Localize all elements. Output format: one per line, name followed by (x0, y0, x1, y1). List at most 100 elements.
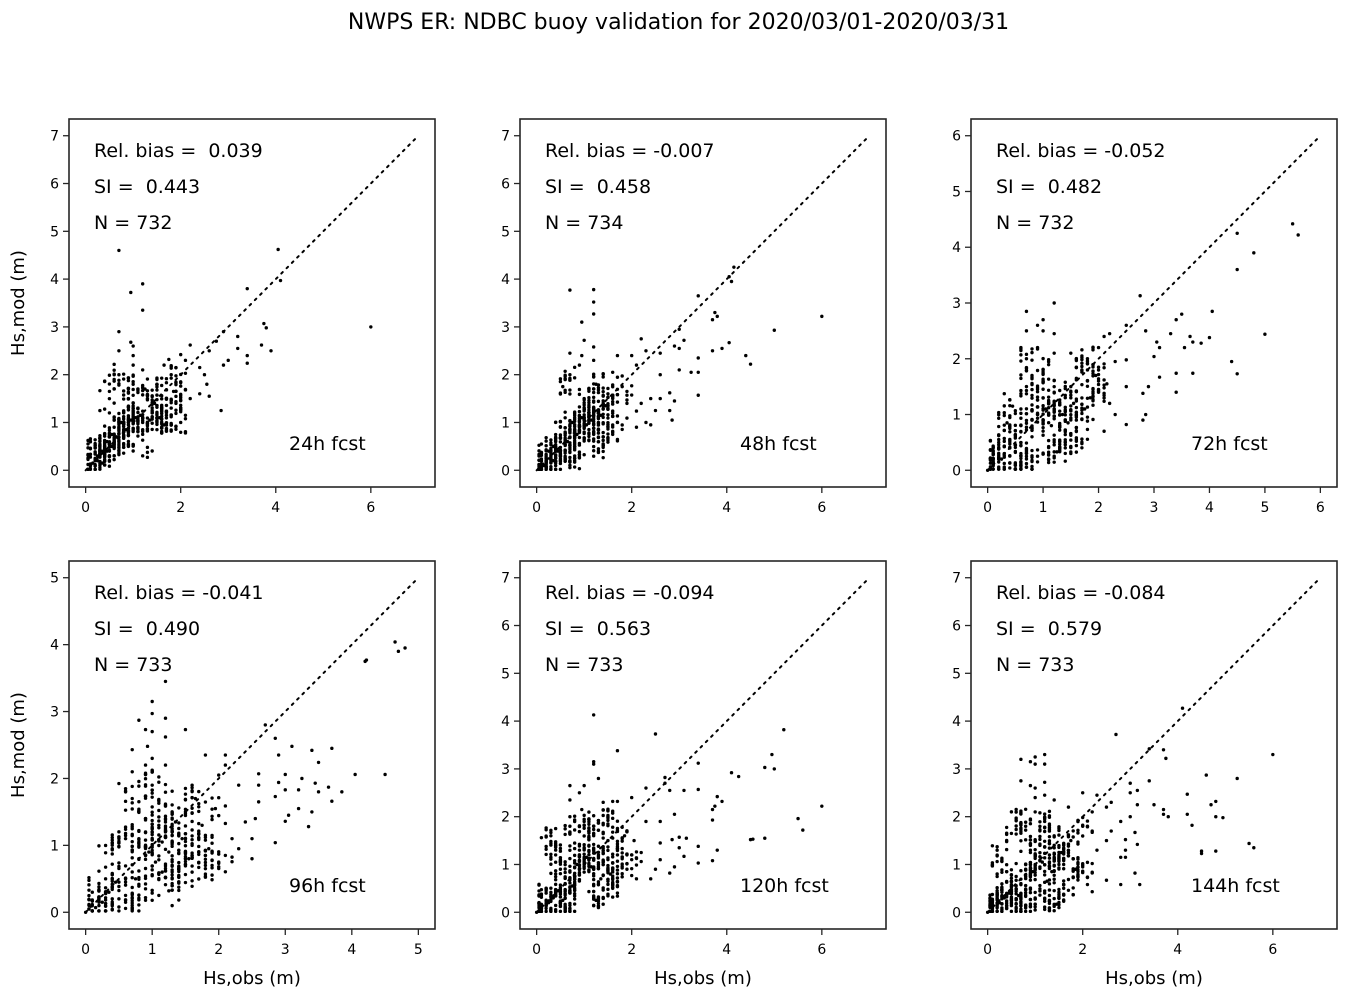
data-point (136, 419, 140, 424)
data-point (1096, 372, 1101, 377)
data-point (1041, 371, 1045, 376)
data-point (587, 817, 591, 821)
data-point (169, 429, 173, 433)
data-point (1161, 748, 1166, 752)
data-point (159, 425, 164, 429)
data-point (1024, 428, 1029, 432)
data-point (221, 363, 226, 367)
data-point (98, 447, 102, 452)
data-point (107, 428, 112, 432)
data-point (273, 794, 277, 799)
y-tick-label: 3 (952, 296, 961, 312)
data-point (1071, 893, 1075, 897)
data-point (1033, 795, 1037, 800)
data-point (1061, 886, 1066, 891)
data-point (86, 442, 90, 446)
data-point (563, 827, 567, 831)
x-tick-label: 5 (414, 942, 423, 958)
data-point (179, 430, 183, 435)
data-point (110, 848, 114, 852)
data-point (123, 883, 128, 887)
data-point (102, 379, 107, 384)
data-point (131, 401, 135, 405)
data-point (587, 834, 591, 838)
data-point (98, 434, 102, 438)
data-point (615, 894, 620, 898)
data-point (544, 906, 548, 911)
data-point (203, 753, 208, 757)
data-point (577, 363, 582, 367)
data-point (100, 900, 104, 904)
data-point (1271, 752, 1275, 757)
data-point (591, 874, 596, 878)
data-point (582, 436, 586, 440)
data-point (1061, 846, 1066, 850)
data-point (1146, 384, 1151, 389)
data-point (1061, 862, 1066, 867)
data-point (568, 431, 572, 435)
data-point (1057, 887, 1061, 892)
data-point (1042, 891, 1047, 895)
data-point (710, 818, 715, 822)
data-point (568, 848, 572, 853)
data-point (210, 807, 214, 811)
data-point (155, 397, 159, 402)
data-point (1091, 374, 1095, 378)
data-point (577, 405, 582, 409)
y-tick-label: 3 (952, 762, 961, 778)
data-point (1102, 386, 1106, 390)
data-point (601, 846, 605, 850)
data-point (1180, 706, 1185, 710)
data-point (174, 366, 178, 370)
data-point (169, 415, 173, 419)
data-point (615, 842, 620, 846)
data-point (601, 888, 605, 892)
data-point (549, 894, 553, 898)
data-point (606, 838, 610, 843)
y-tick-label: 6 (501, 619, 510, 635)
data-point (159, 394, 164, 398)
data-point (170, 854, 174, 858)
data-point (97, 895, 101, 899)
data-point (140, 385, 145, 390)
data-point (1046, 377, 1051, 381)
data-point (591, 358, 596, 363)
data-point (549, 855, 553, 859)
data-point (558, 424, 563, 429)
data-point (97, 899, 101, 903)
data-point (103, 909, 108, 913)
data-point (1058, 403, 1062, 407)
data-point (1014, 810, 1018, 814)
data-point (103, 851, 108, 855)
data-point (164, 413, 169, 417)
data-point (140, 368, 145, 372)
data-point (143, 853, 148, 857)
data-point (1090, 861, 1094, 866)
data-point (539, 463, 544, 468)
data-point (264, 326, 268, 330)
data-point (245, 361, 249, 365)
data-point (88, 440, 93, 444)
data-point (572, 376, 577, 380)
data-point (1096, 388, 1101, 392)
data-point (1081, 862, 1085, 866)
data-point (177, 880, 181, 884)
data-point (1168, 331, 1173, 336)
data-point (112, 368, 116, 372)
data-point (1009, 876, 1014, 880)
data-point (1019, 373, 1023, 377)
data-point (159, 409, 164, 414)
data-point (1061, 858, 1066, 863)
data-point (553, 903, 558, 908)
data-point (140, 428, 145, 432)
data-point (1014, 878, 1018, 882)
data-point (1235, 231, 1239, 236)
data-point (157, 838, 161, 842)
data-point (1063, 443, 1067, 447)
data-point (126, 376, 131, 380)
data-point (1019, 900, 1023, 905)
data-point (164, 381, 169, 385)
data-point (606, 395, 610, 400)
y-tick-label: 3 (50, 705, 59, 721)
data-point (87, 907, 91, 911)
